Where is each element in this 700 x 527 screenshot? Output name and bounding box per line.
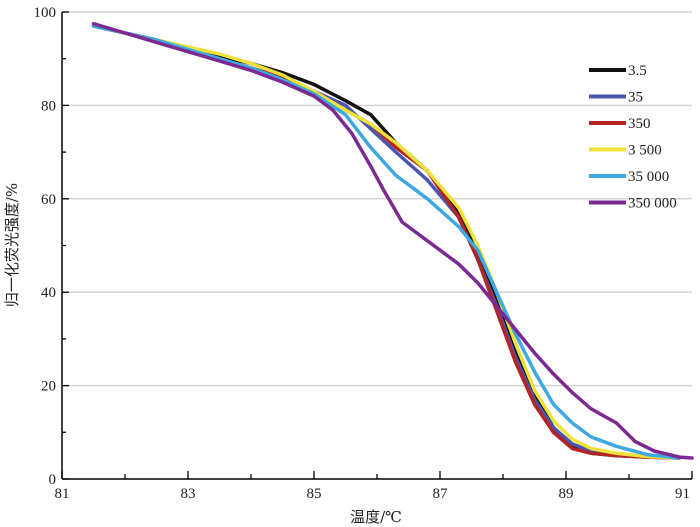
y-tick-label: 0 — [49, 472, 57, 488]
legend-label-5: 35 000 — [628, 169, 669, 185]
legend-label-6: 350 000 — [628, 196, 677, 212]
series-line-4 — [91, 24, 682, 460]
legend-label-3: 350 — [628, 116, 651, 132]
x-tick-label: 89 — [559, 486, 574, 502]
series-line-1 — [91, 24, 682, 460]
x-tick-label: 81 — [55, 486, 70, 502]
y-tick-label: 100 — [34, 5, 57, 21]
x-axis-label: 温度/℃ — [350, 508, 402, 526]
y-tick-label: 80 — [41, 98, 56, 114]
series-line-6 — [91, 21, 694, 460]
y-axis-ticks: 0 20 40 60 80 100 — [34, 5, 69, 488]
axes — [61, 12, 692, 480]
x-axis-ticks: 81 83 85 87 89 91 — [55, 471, 693, 502]
series-lines — [91, 21, 694, 460]
x-tick-label: 85 — [307, 486, 322, 502]
x-tick-label: 83 — [181, 486, 196, 502]
y-tick-label: 60 — [41, 192, 56, 208]
legend-label-4: 3 500 — [628, 143, 662, 159]
legend-label-2: 35 — [628, 90, 643, 106]
series-line-2 — [91, 24, 682, 460]
series-line-5 — [91, 24, 682, 460]
x-tick-label: 91 — [675, 486, 690, 502]
series-line-3 — [91, 24, 682, 460]
x-tick-label: 87 — [433, 486, 449, 502]
y-tick-label: 20 — [41, 379, 56, 395]
grid-lines — [62, 11, 692, 387]
legend: 3.5 35 350 3 500 35 000 350 000 — [589, 63, 677, 212]
y-axis-label: 归一化荧光强度/% — [3, 183, 21, 307]
legend-label-1: 3.5 — [628, 63, 647, 79]
y-tick-label: 40 — [41, 285, 56, 301]
